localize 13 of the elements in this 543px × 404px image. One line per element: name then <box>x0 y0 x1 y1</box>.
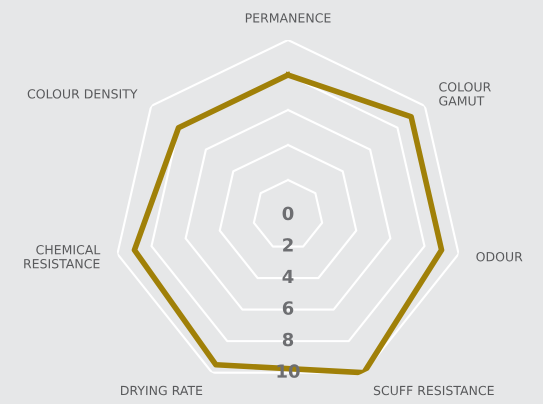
spoke-label: SCUFF RESISTANCE <box>374 386 494 396</box>
y-tick-label: 6 <box>282 301 294 315</box>
spoke-label: ODOUR <box>476 252 522 262</box>
y-tick-label: 8 <box>282 332 294 346</box>
spoke-label: CHEMICAL RESISTANCE <box>24 245 100 268</box>
spoke-label: PERMANENCE <box>246 13 331 23</box>
y-tick-label: 2 <box>283 238 293 252</box>
spoke-label: COLOUR GAMUT <box>439 82 491 106</box>
spoke-label: COLOUR DENSITY <box>28 89 138 99</box>
y-tick-label: 4 <box>282 270 294 284</box>
spoke-label: DRYING RATE <box>121 386 202 396</box>
y-tick-label: 0 <box>282 206 294 220</box>
y-tick-label: 10 <box>277 364 300 378</box>
